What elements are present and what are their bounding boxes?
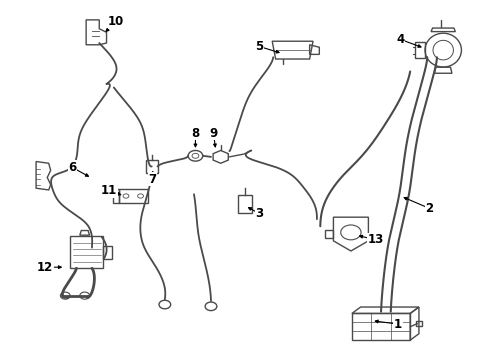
Text: 11: 11 — [101, 184, 117, 197]
Text: 3: 3 — [255, 207, 264, 220]
Text: 2: 2 — [425, 202, 434, 215]
Text: 8: 8 — [191, 126, 199, 140]
Text: 12: 12 — [37, 261, 53, 274]
Text: 6: 6 — [69, 161, 76, 174]
Text: 13: 13 — [368, 233, 384, 246]
Text: 7: 7 — [148, 173, 157, 186]
Text: 1: 1 — [394, 318, 402, 330]
Text: 4: 4 — [396, 33, 405, 46]
Text: 5: 5 — [255, 40, 264, 53]
Text: 9: 9 — [209, 126, 218, 140]
Text: 10: 10 — [108, 15, 124, 28]
